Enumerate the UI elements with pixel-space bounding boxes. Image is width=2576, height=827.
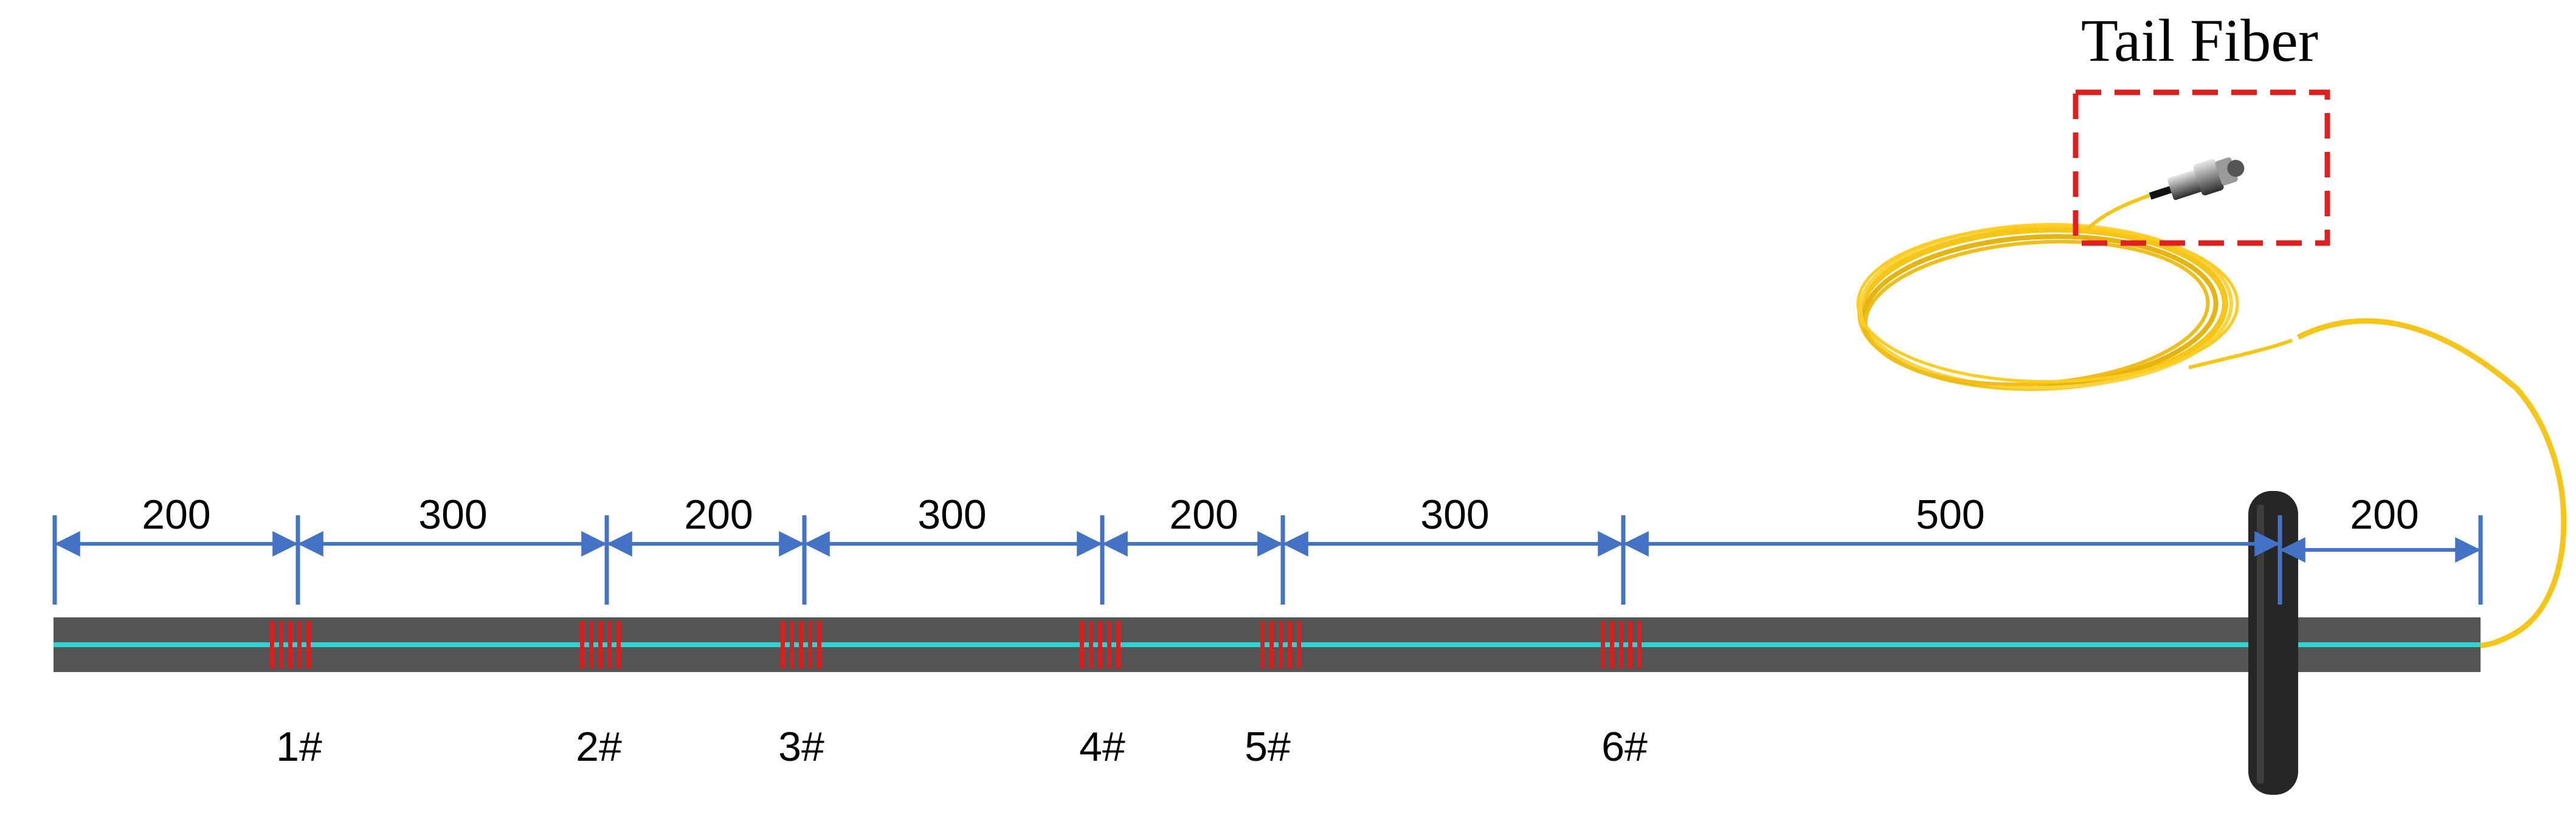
grating-line <box>1288 621 1292 668</box>
grating-line <box>1116 621 1121 668</box>
fiber-lead <box>2296 318 2567 648</box>
clamp-disc <box>2248 491 2298 795</box>
grating-line <box>1279 621 1283 668</box>
spacing-label-7: 500 <box>1916 492 1984 538</box>
grating-group-2 <box>580 621 621 668</box>
grating-line <box>1297 621 1301 668</box>
grating-line <box>616 621 621 668</box>
grating-line <box>1601 621 1605 668</box>
grating-groups <box>270 621 1642 668</box>
grating-line <box>790 621 794 668</box>
grating-line <box>1619 621 1623 668</box>
grating-line <box>589 621 593 668</box>
dimension-lines <box>52 515 2483 605</box>
tail-fiber <box>1856 188 2567 648</box>
grating-group-6 <box>1601 621 1642 668</box>
grating-line <box>297 621 302 668</box>
grating-line <box>1637 621 1642 668</box>
sensor-label-3: 3# <box>778 724 824 770</box>
sensor-label-2: 2# <box>576 724 622 770</box>
grating-group-4 <box>1080 621 1121 668</box>
grating-line <box>607 621 612 668</box>
diagram-title: Tail Fiber <box>2081 7 2318 74</box>
fiber-connector-icon <box>2149 157 2245 201</box>
grating-line <box>580 621 584 668</box>
sensor-label-1: 1# <box>276 724 322 770</box>
sensor-label-5: 5# <box>1245 724 1291 770</box>
grating-line <box>1098 621 1102 668</box>
grating-line <box>817 621 821 668</box>
spacing-label-8: 200 <box>2350 492 2419 538</box>
spacing-label-6: 300 <box>1420 492 1489 538</box>
grating-line <box>1089 621 1093 668</box>
grating-line <box>1269 621 1274 668</box>
grating-line <box>1260 621 1265 668</box>
sensor-label-4: 4# <box>1079 724 1125 770</box>
grating-group-5 <box>1260 621 1301 668</box>
spacing-label-4: 300 <box>917 492 986 538</box>
spacing-label-3: 200 <box>684 492 753 538</box>
grating-line <box>781 621 785 668</box>
grating-line <box>1610 621 1614 668</box>
grating-line <box>1107 621 1111 668</box>
spacing-label-5: 200 <box>1169 492 1238 538</box>
grating-line <box>288 621 292 668</box>
spacing-label-2: 300 <box>418 492 487 538</box>
grating-group-3 <box>781 621 821 668</box>
grating-line <box>279 621 283 668</box>
grating-line <box>808 621 812 668</box>
grating-line <box>799 621 803 668</box>
tail-fiber-highlight-box <box>2073 89 2330 246</box>
fiber-coil <box>1856 188 2293 391</box>
grating-line <box>1080 621 1084 668</box>
grating-line <box>306 621 311 668</box>
grating-line <box>1628 621 1632 668</box>
spacing-label-1: 200 <box>142 492 210 538</box>
grating-line <box>270 621 274 668</box>
grating-line <box>598 621 603 668</box>
grating-group-1 <box>270 621 311 668</box>
sensor-label-6: 6# <box>1601 724 1648 770</box>
